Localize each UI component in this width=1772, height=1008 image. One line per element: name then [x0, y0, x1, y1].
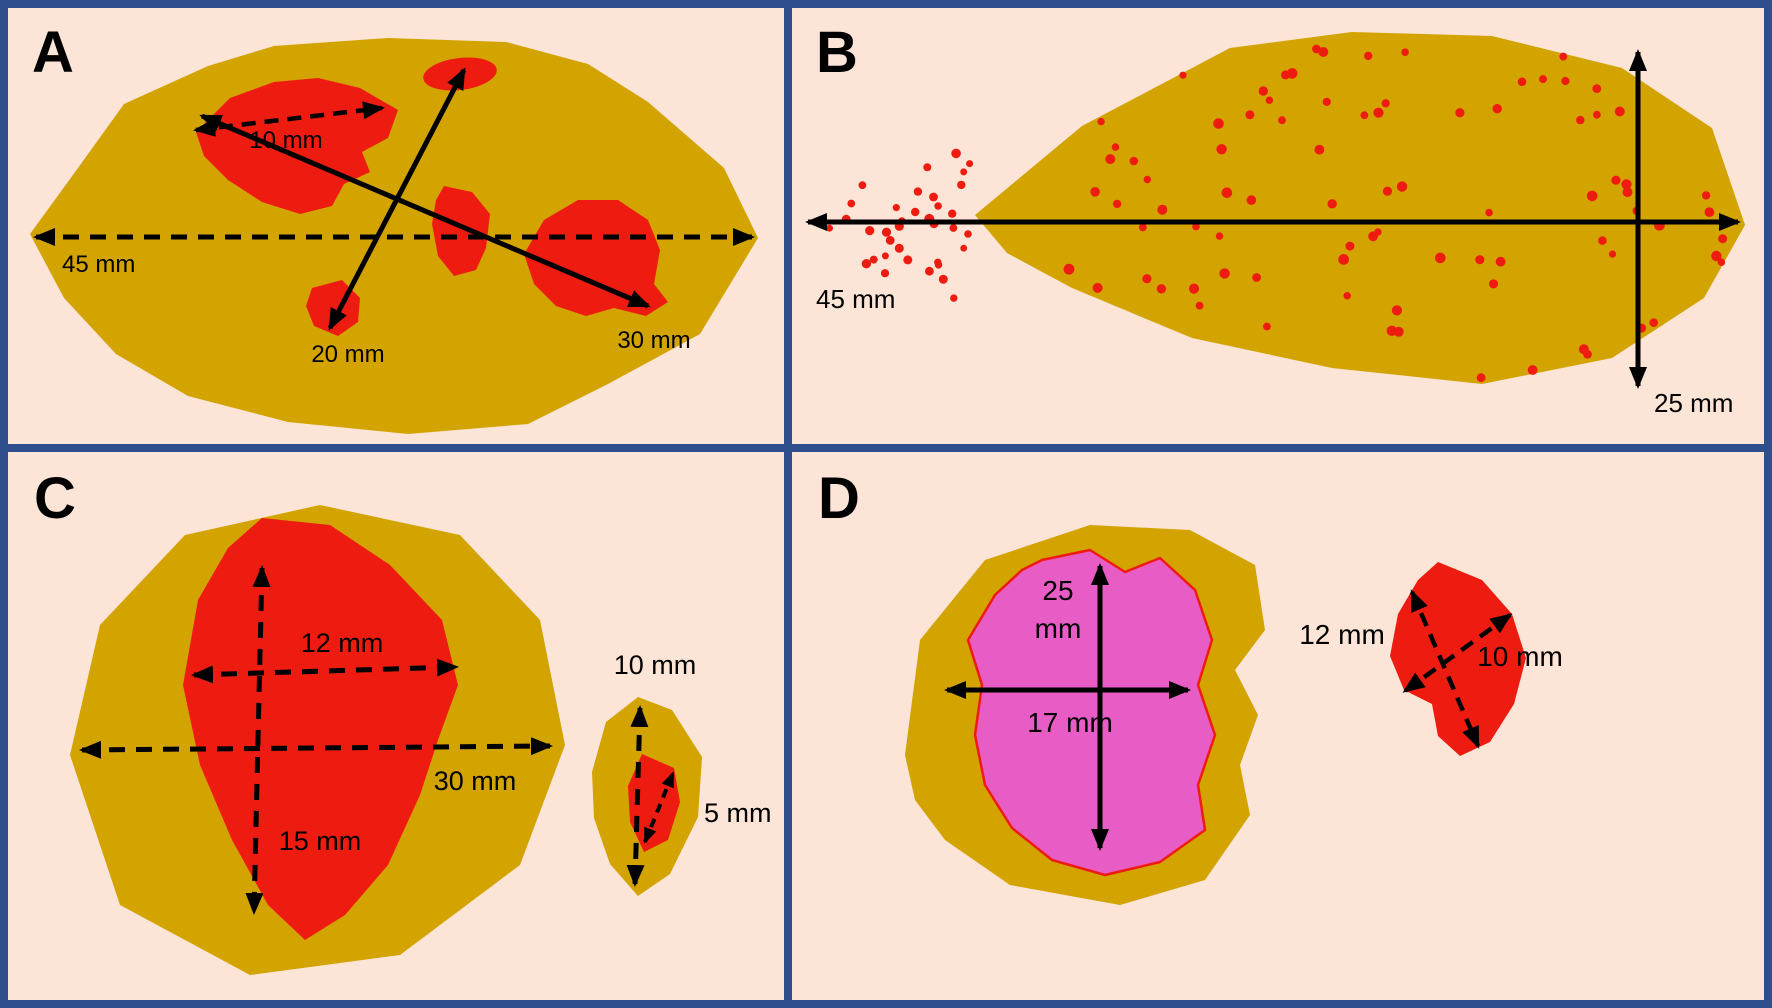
measure-arrow-focus-width-12mm [191, 658, 459, 684]
measurement-label-12mm: 12 mm [1299, 619, 1385, 650]
panel-a: 45 mm 10 mm 20 mm 30 mm A [8, 8, 784, 444]
panel-letter-d: D [818, 466, 860, 531]
panel-letter-a: A [32, 20, 74, 85]
measurement-label-25-unit: mm [1035, 613, 1082, 644]
panel-d: 25 mm 17 mm 12 mm 10 mm D [792, 452, 1764, 1000]
measurement-label-25mm: 25 mm [1654, 388, 1733, 418]
panel-c: 12 mm 30 mm 15 mm 10 mm 5 mm C [8, 452, 784, 1000]
measurement-label-45mm: 45 mm [62, 251, 135, 278]
panel-d-canvas: 25 mm 17 mm 12 mm 10 mm D [818, 466, 1563, 905]
measurement-label-10mm: 10 mm [1477, 641, 1563, 672]
measurement-label-25: 25 [1042, 575, 1073, 606]
panel-b-canvas: 45 mm 25 mm B [805, 20, 1745, 418]
panel-a-canvas: 45 mm 10 mm 20 mm 30 mm A [30, 20, 758, 434]
measurement-label-15mm: 15 mm [279, 826, 362, 856]
measure-arrow-satellite-height-10mm [626, 705, 649, 887]
measure-arrow-span-30mm [199, 113, 651, 309]
measurement-label-5mm: 5 mm [704, 798, 772, 828]
measurement-label-45mm: 45 mm [816, 284, 895, 314]
measure-arrow-satellite-width-5mm [643, 771, 675, 844]
measurement-label-30mm: 30 mm [434, 766, 517, 796]
panel-letter-b: B [816, 20, 858, 85]
measurement-label-20mm: 20 mm [311, 341, 384, 368]
panel-letter-c: C [34, 466, 76, 531]
measurement-label-10mm: 10 mm [614, 650, 697, 680]
measurement-label-17mm: 17 mm [1027, 707, 1113, 738]
measure-arrow-bed-width-30mm [79, 737, 553, 759]
measurement-label-12mm: 12 mm [301, 628, 384, 658]
measurement-label-10mm: 10 mm [249, 127, 322, 154]
measurement-label-30mm: 30 mm [617, 327, 690, 354]
panel-b: 45 mm 25 mm B [792, 8, 1764, 444]
panel-c-canvas: 12 mm 30 mm 15 mm 10 mm 5 mm C [34, 466, 772, 975]
tissue-blob [975, 32, 1745, 384]
measure-arrow-focus-height-15mm [245, 565, 271, 915]
